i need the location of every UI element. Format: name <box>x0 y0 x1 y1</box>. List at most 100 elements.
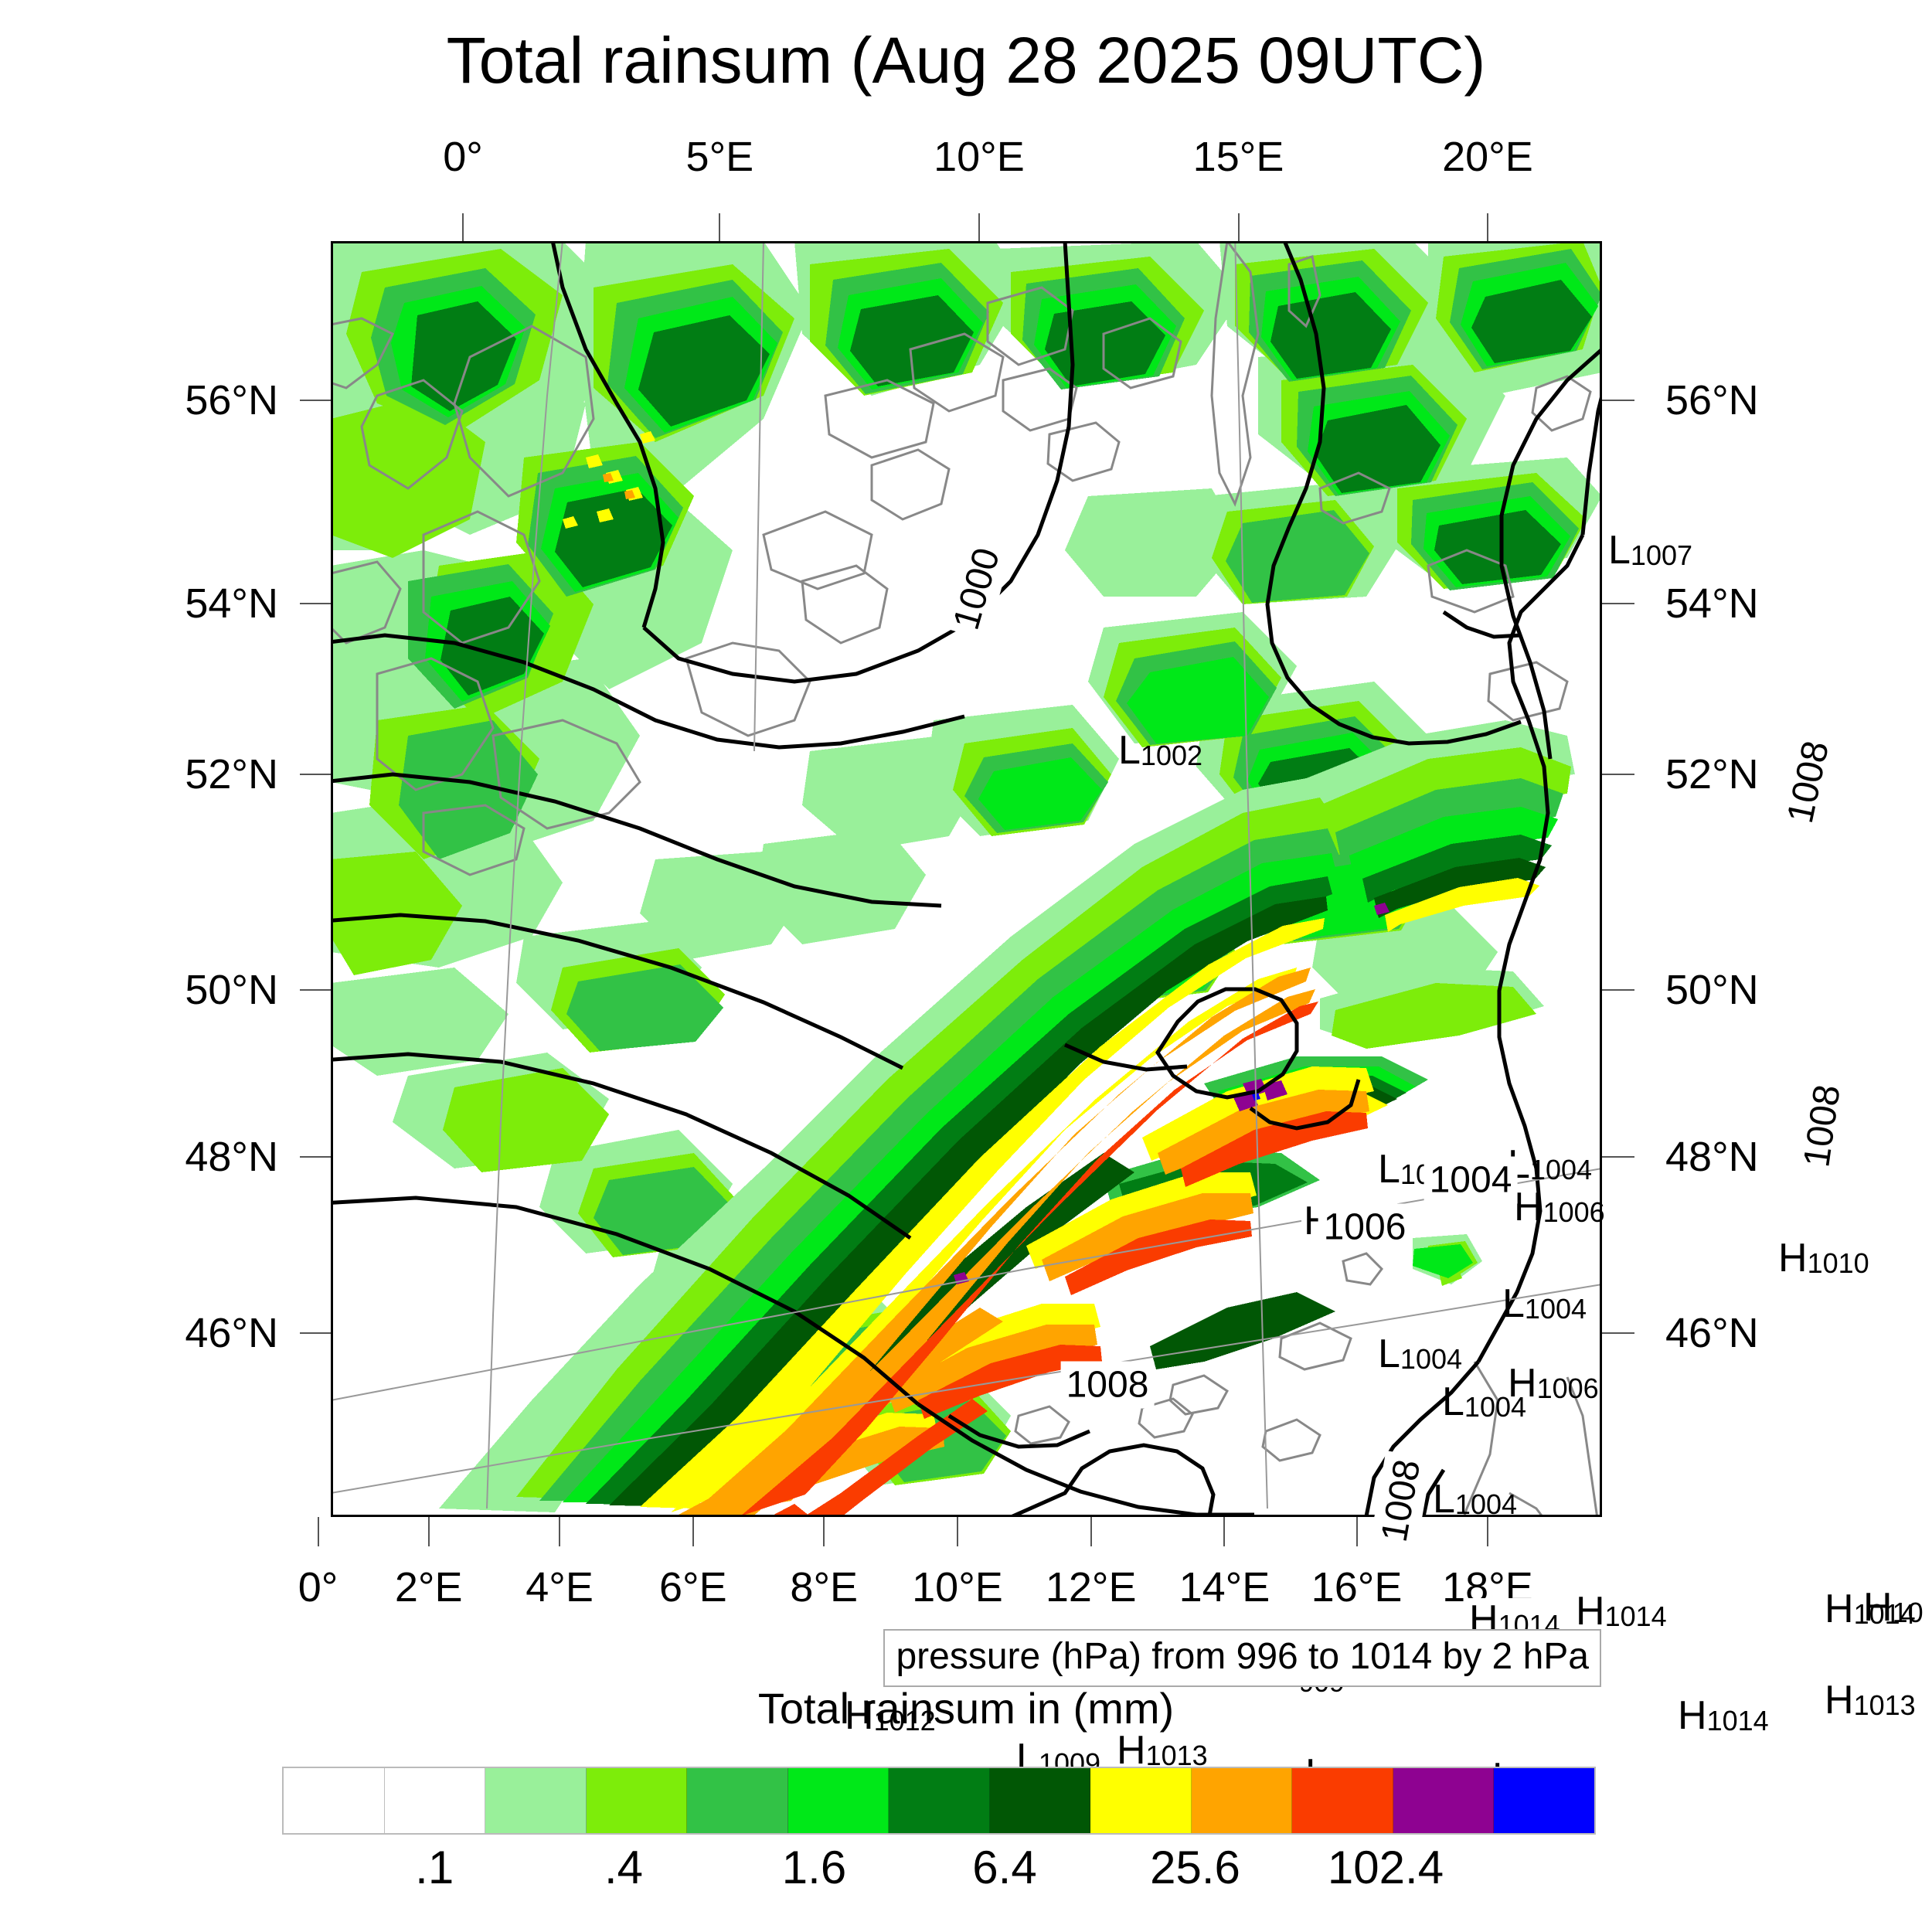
colorbar-cell <box>889 1768 990 1833</box>
pressure-center-symbol: L <box>1378 1147 1400 1192</box>
pressure-center-value: 1010 <box>1807 1247 1869 1279</box>
colorbar-tick-label: .4 <box>604 1842 644 1893</box>
pressure-center-value: 1004 <box>1529 1154 1593 1185</box>
pressure-center-high-label: H1013 <box>1822 1679 1918 1722</box>
pressure-center-value: 1006 <box>1543 1196 1605 1228</box>
colorbar-cell <box>989 1768 1091 1833</box>
isobar-value-label: 1008 <box>1060 1361 1155 1409</box>
coastlines <box>331 241 1599 1517</box>
pressure-center-value: 1004 <box>1454 1488 1518 1520</box>
pressure-center-low-label: L1004 <box>1430 1478 1519 1521</box>
pressure-center-low-label: L1007 <box>1606 529 1696 572</box>
pressure-center-symbol: L <box>1118 728 1141 773</box>
top-axis-tick-label: 10°E <box>934 134 1025 180</box>
pressure-center-low-label: L1004 <box>1500 1282 1589 1325</box>
tick-mark <box>1090 1517 1092 1546</box>
left-axis-tick-label: 56°N <box>185 377 278 424</box>
colorbar-tick-label: 25.6 <box>1150 1842 1240 1893</box>
bottom-axis-tick-label: 4°E <box>526 1564 594 1611</box>
top-axis-tick-label: 5°E <box>685 134 754 180</box>
bottom-axis-tick-label: 2°E <box>394 1564 463 1611</box>
tick-mark <box>300 602 331 604</box>
tick-mark <box>300 774 331 776</box>
pressure-center-value: 1004 <box>1464 1391 1527 1423</box>
bottom-axis-tick-label: 14°E <box>1179 1564 1270 1611</box>
tick-mark <box>1223 1517 1226 1546</box>
top-axis-tick-label: 0° <box>443 134 483 180</box>
pressure-center-high-label: H1013 <box>1114 1729 1210 1772</box>
pressure-center-symbol: H <box>1514 1185 1543 1230</box>
colorbar-tick-label: 6.4 <box>972 1842 1037 1893</box>
colorbar-tick-label: 1.6 <box>781 1842 847 1893</box>
pressure-center-value: 1004 <box>1400 1343 1463 1375</box>
left-axis-tick-label: 46°N <box>185 1310 278 1357</box>
tick-mark <box>300 989 331 992</box>
tick-mark <box>1602 602 1634 604</box>
colorbar-cell <box>586 1768 688 1833</box>
colorbar-cell <box>687 1768 788 1833</box>
right-axis-tick-label: 54°N <box>1665 580 1759 627</box>
pressure-center-symbol: H <box>1825 1678 1854 1723</box>
page-title: Total rainsum (Aug 28 2025 09UTC) <box>446 24 1486 97</box>
right-axis-tick-label: 46°N <box>1665 1310 1759 1357</box>
bottom-axis-tick-label: 6°E <box>658 1564 727 1611</box>
pressure-center-symbol: H <box>1508 1361 1537 1406</box>
pressure-legend: pressure (hPa) from 996 to 1014 by 2 hPa <box>883 1629 1601 1687</box>
tick-mark <box>1602 1332 1634 1335</box>
tick-mark <box>1602 400 1634 402</box>
colorbar-caption: Total rainsum in (mm) <box>757 1684 1175 1733</box>
tick-mark <box>1486 1517 1488 1546</box>
pressure-center-high-label: H1010 <box>1776 1236 1872 1280</box>
colorbar-cell <box>1191 1768 1293 1833</box>
bottom-axis-tick-label: 0° <box>298 1564 338 1611</box>
right-axis-tick-label: 56°N <box>1665 377 1759 424</box>
tick-mark <box>1602 1156 1634 1158</box>
colorbar-tick-labels: .1 .4 1.6 6.4 25.6 102.4 <box>282 1841 1596 1910</box>
left-axis-tick-label: 52°N <box>185 751 278 798</box>
colorbar-cell <box>1393 1768 1495 1833</box>
pressure-center-low-label: L1004 <box>1440 1380 1529 1423</box>
isobar-value-label: 1008 <box>1775 731 1842 833</box>
colorbar-cell <box>1292 1768 1393 1833</box>
pressure-center-symbol: H <box>845 1693 874 1738</box>
tick-mark <box>1602 989 1634 992</box>
pressure-center-high-label: H10 <box>1861 1586 1926 1629</box>
pressure-center-value: 1004 <box>1524 1293 1587 1325</box>
pressure-center-symbol: H <box>1863 1585 1893 1630</box>
bottom-axis-tick-label: 16°E <box>1311 1564 1403 1611</box>
tick-mark <box>300 1156 331 1158</box>
colorbar[interactable] <box>282 1767 1596 1835</box>
graticule <box>331 241 1602 1509</box>
pressure-center-high-label: H1014 <box>1573 1590 1669 1633</box>
left-axis-tick-label: 50°N <box>185 967 278 1014</box>
isobar-value-label: 1004 <box>1423 1156 1518 1204</box>
pressure-center-high-label: H1006 <box>1512 1185 1607 1229</box>
pressure-center-value: 1007 <box>1630 539 1693 571</box>
pressure-center-value: 1002 <box>1140 740 1203 771</box>
bottom-axis-tick-label: 8°E <box>790 1564 859 1611</box>
precip-field <box>331 241 1602 1517</box>
bottom-axis-tick-label: 10°E <box>912 1564 1003 1611</box>
tick-mark <box>823 1517 825 1546</box>
top-axis-tick-label: 15°E <box>1192 134 1284 180</box>
pressure-center-high-label: H1014 <box>1675 1694 1771 1737</box>
pressure-center-symbol: H <box>1678 1693 1707 1738</box>
bottom-axis-tick-label: 12°E <box>1045 1564 1137 1611</box>
pressure-center-symbol: H <box>1778 1236 1808 1281</box>
tick-mark <box>719 213 721 241</box>
tick-mark <box>956 1517 958 1546</box>
pressure-center-symbol: H <box>1576 1589 1605 1634</box>
tick-mark <box>1602 774 1634 776</box>
tick-mark <box>1486 213 1488 241</box>
tick-mark <box>559 1517 561 1546</box>
colorbar-cell <box>1090 1768 1192 1833</box>
tick-mark <box>300 400 331 402</box>
colorbar-cell <box>787 1768 889 1833</box>
colorbar-tick-label: .1 <box>415 1842 454 1893</box>
pressure-center-high-label: H1012 <box>842 1694 938 1737</box>
map-plot-area[interactable] <box>331 241 1602 1517</box>
colorbar-cell <box>485 1768 587 1833</box>
pressure-center-symbol: L <box>1442 1379 1464 1424</box>
tick-mark <box>1355 1517 1358 1546</box>
pressure-center-low-label: L1002 <box>1116 729 1205 772</box>
